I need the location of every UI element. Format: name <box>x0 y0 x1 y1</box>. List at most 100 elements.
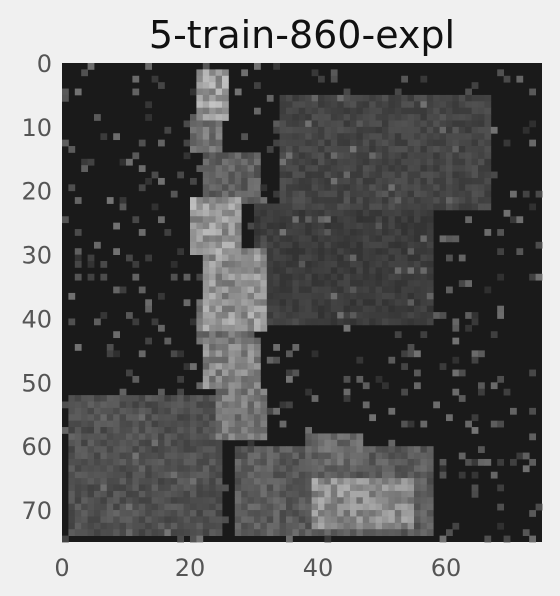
heatmap-cell <box>356 165 364 172</box>
heatmap-cell <box>337 439 344 447</box>
heatmap-cell <box>273 478 280 485</box>
heatmap-cell <box>138 516 146 524</box>
heatmap-cell <box>100 401 108 409</box>
heatmap-cell <box>68 478 76 485</box>
heatmap-cell <box>106 350 114 358</box>
heatmap-cell <box>228 299 236 307</box>
heatmap-cell <box>254 510 261 517</box>
heatmap-cell <box>202 158 210 166</box>
heatmap-cell <box>318 318 325 326</box>
heatmap-cell <box>420 254 428 262</box>
heatmap-cell <box>151 529 159 537</box>
heatmap-cell <box>266 516 274 524</box>
heatmap-cell <box>362 516 370 524</box>
heatmap-cell <box>196 439 204 447</box>
heatmap-cell <box>407 452 415 460</box>
heatmap-cell <box>94 318 101 326</box>
heatmap-cell <box>529 139 536 147</box>
heatmap-cell <box>337 490 344 498</box>
heatmap-cell <box>292 126 300 134</box>
heatmap-cell <box>394 229 402 236</box>
heatmap-cell <box>407 260 415 268</box>
heatmap-cell <box>132 471 140 479</box>
heatmap-cell <box>183 139 191 147</box>
heatmap-cell <box>311 471 319 479</box>
heatmap-cell <box>350 229 357 236</box>
heatmap-cell <box>414 203 421 211</box>
heatmap-cell <box>458 171 466 179</box>
heatmap-cell <box>254 63 261 70</box>
heatmap-cell <box>343 395 351 402</box>
heatmap-cell <box>490 420 498 428</box>
heatmap-cell <box>356 478 364 485</box>
heatmap-cell <box>298 146 306 153</box>
heatmap-cell <box>426 312 434 319</box>
heatmap-cell <box>401 452 408 460</box>
heatmap-cell <box>260 222 268 230</box>
heatmap-cell <box>337 114 344 121</box>
heatmap-cell <box>420 318 428 326</box>
heatmap-cell <box>164 471 172 479</box>
heatmap-cell <box>138 484 146 492</box>
heatmap-cell <box>177 458 184 466</box>
heatmap-cell <box>126 158 133 166</box>
heatmap-cell <box>407 299 415 307</box>
heatmap-cell <box>202 75 210 83</box>
heatmap-cell <box>126 395 133 402</box>
heatmap-cell <box>490 471 498 479</box>
heatmap-cell <box>170 465 178 473</box>
heatmap-cell <box>279 510 287 517</box>
heatmap-cell <box>382 190 389 198</box>
heatmap-cell <box>113 420 120 428</box>
heatmap-cell <box>414 452 421 460</box>
heatmap-cell <box>209 503 216 511</box>
heatmap-cell <box>279 101 287 109</box>
heatmap-cell <box>260 286 268 294</box>
heatmap-cell <box>356 471 364 479</box>
heatmap-cell <box>260 458 268 466</box>
heatmap-cell <box>254 197 261 204</box>
heatmap-cell <box>202 458 210 466</box>
heatmap-cell <box>106 484 114 492</box>
heatmap-cell <box>343 126 351 134</box>
heatmap-cell <box>215 510 223 517</box>
heatmap-cell <box>241 197 248 204</box>
heatmap-cell <box>260 516 268 524</box>
heatmap-cell <box>446 114 453 121</box>
heatmap-cell <box>164 516 172 524</box>
heatmap-cell <box>465 190 472 198</box>
heatmap-cell <box>369 222 376 230</box>
heatmap-cell <box>62 427 69 434</box>
heatmap-cell <box>228 165 236 172</box>
heatmap-cell <box>356 529 364 537</box>
heatmap-cell <box>196 273 204 281</box>
heatmap-cell <box>337 126 344 134</box>
heatmap-cell <box>222 216 229 224</box>
heatmap-cell <box>119 401 127 409</box>
heatmap-cell <box>330 184 338 192</box>
heatmap-cell <box>234 165 242 172</box>
heatmap-cell <box>318 484 325 492</box>
heatmap-cell <box>74 344 82 351</box>
heatmap-cell <box>87 497 95 505</box>
heatmap-cell <box>100 503 108 511</box>
heatmap-cell <box>202 522 210 530</box>
heatmap-cell <box>375 510 383 517</box>
heatmap-cell <box>279 165 287 172</box>
heatmap-cell <box>273 452 280 460</box>
heatmap-cell <box>401 292 408 300</box>
heatmap-cell <box>254 241 261 249</box>
heatmap-cell <box>202 529 210 537</box>
heatmap-cell <box>439 535 447 543</box>
heatmap-cell <box>254 254 261 262</box>
heatmap-cell <box>337 478 344 485</box>
heatmap-cell <box>471 165 479 172</box>
heatmap-cell <box>522 126 530 134</box>
heatmap-cell <box>388 197 396 204</box>
heatmap-cell <box>305 522 312 530</box>
heatmap-cell <box>394 503 402 511</box>
heatmap-cell <box>196 126 204 134</box>
heatmap-cell <box>350 305 357 313</box>
heatmap-cell <box>158 414 165 422</box>
heatmap-cell <box>132 465 140 473</box>
